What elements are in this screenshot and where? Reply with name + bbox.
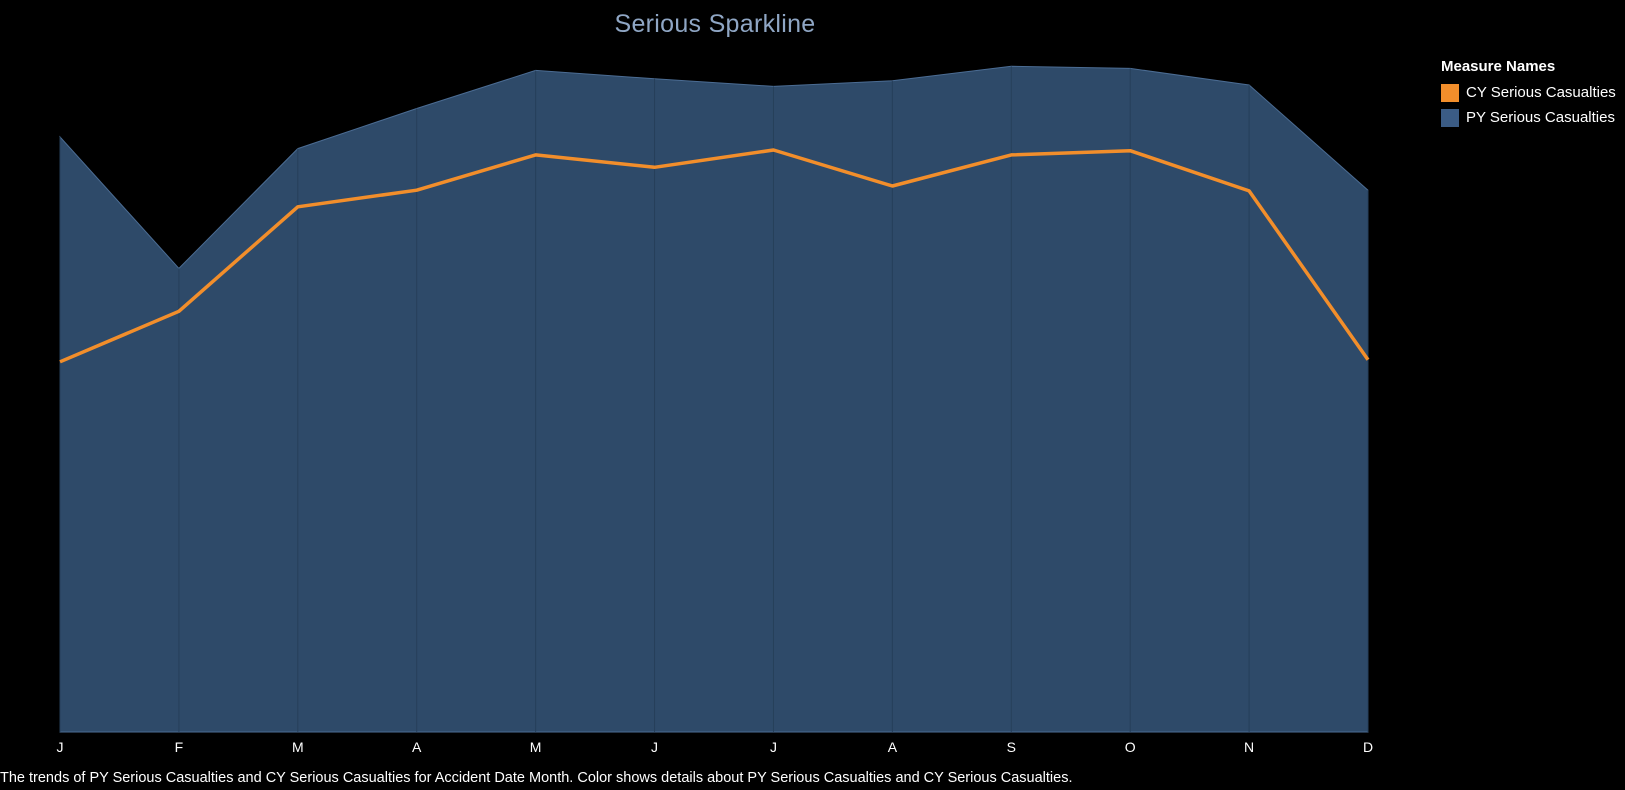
legend-item-py[interactable]: PY Serious Casualties <box>1441 105 1616 130</box>
cy-line-point[interactable] <box>888 182 896 190</box>
cy-line-point[interactable] <box>1126 147 1134 155</box>
x-tick-label: M <box>530 739 542 755</box>
chart-caption: The trends of PY Serious Casualties and … <box>0 770 1073 786</box>
x-tick-label: J <box>770 739 777 755</box>
x-tick-label: J <box>651 739 658 755</box>
legend-label-py: PY Serious Casualties <box>1466 109 1615 126</box>
cy-line-point[interactable] <box>56 358 64 366</box>
legend-swatch-py <box>1441 108 1459 127</box>
cy-line-point[interactable] <box>1007 151 1015 159</box>
x-tick-label: N <box>1244 739 1254 755</box>
x-tick-label: A <box>412 739 422 755</box>
cy-line-point[interactable] <box>413 186 421 194</box>
x-tick-label: O <box>1125 739 1136 755</box>
legend-title: Measure Names <box>1441 58 1556 75</box>
cy-line-point[interactable] <box>651 163 659 171</box>
cy-line-point[interactable] <box>769 146 777 154</box>
cy-serious-casualties-line[interactable] <box>59 148 1370 364</box>
cy-line-point[interactable] <box>1364 356 1372 364</box>
x-tick-label: J <box>57 739 64 755</box>
x-tick-label: D <box>1363 739 1373 755</box>
x-tick-label: A <box>888 739 898 755</box>
x-tick-label: M <box>292 739 304 755</box>
legend-item-cy[interactable]: CY Serious Casualties <box>1441 80 1616 105</box>
cy-line-point[interactable] <box>532 151 540 159</box>
legend-swatch-cy <box>1441 83 1459 102</box>
chart-title: Serious Sparkline <box>614 10 816 38</box>
legend-label-cy: CY Serious Casualties <box>1466 84 1616 101</box>
legend: Measure Names CY Serious Casualties PY S… <box>1441 58 1616 130</box>
cy-line-point[interactable] <box>294 203 302 211</box>
cy-line-point[interactable] <box>1245 187 1253 195</box>
cy-line-point[interactable] <box>175 307 183 315</box>
x-tick-label: F <box>175 739 184 755</box>
x-tick-label: S <box>1007 739 1016 755</box>
